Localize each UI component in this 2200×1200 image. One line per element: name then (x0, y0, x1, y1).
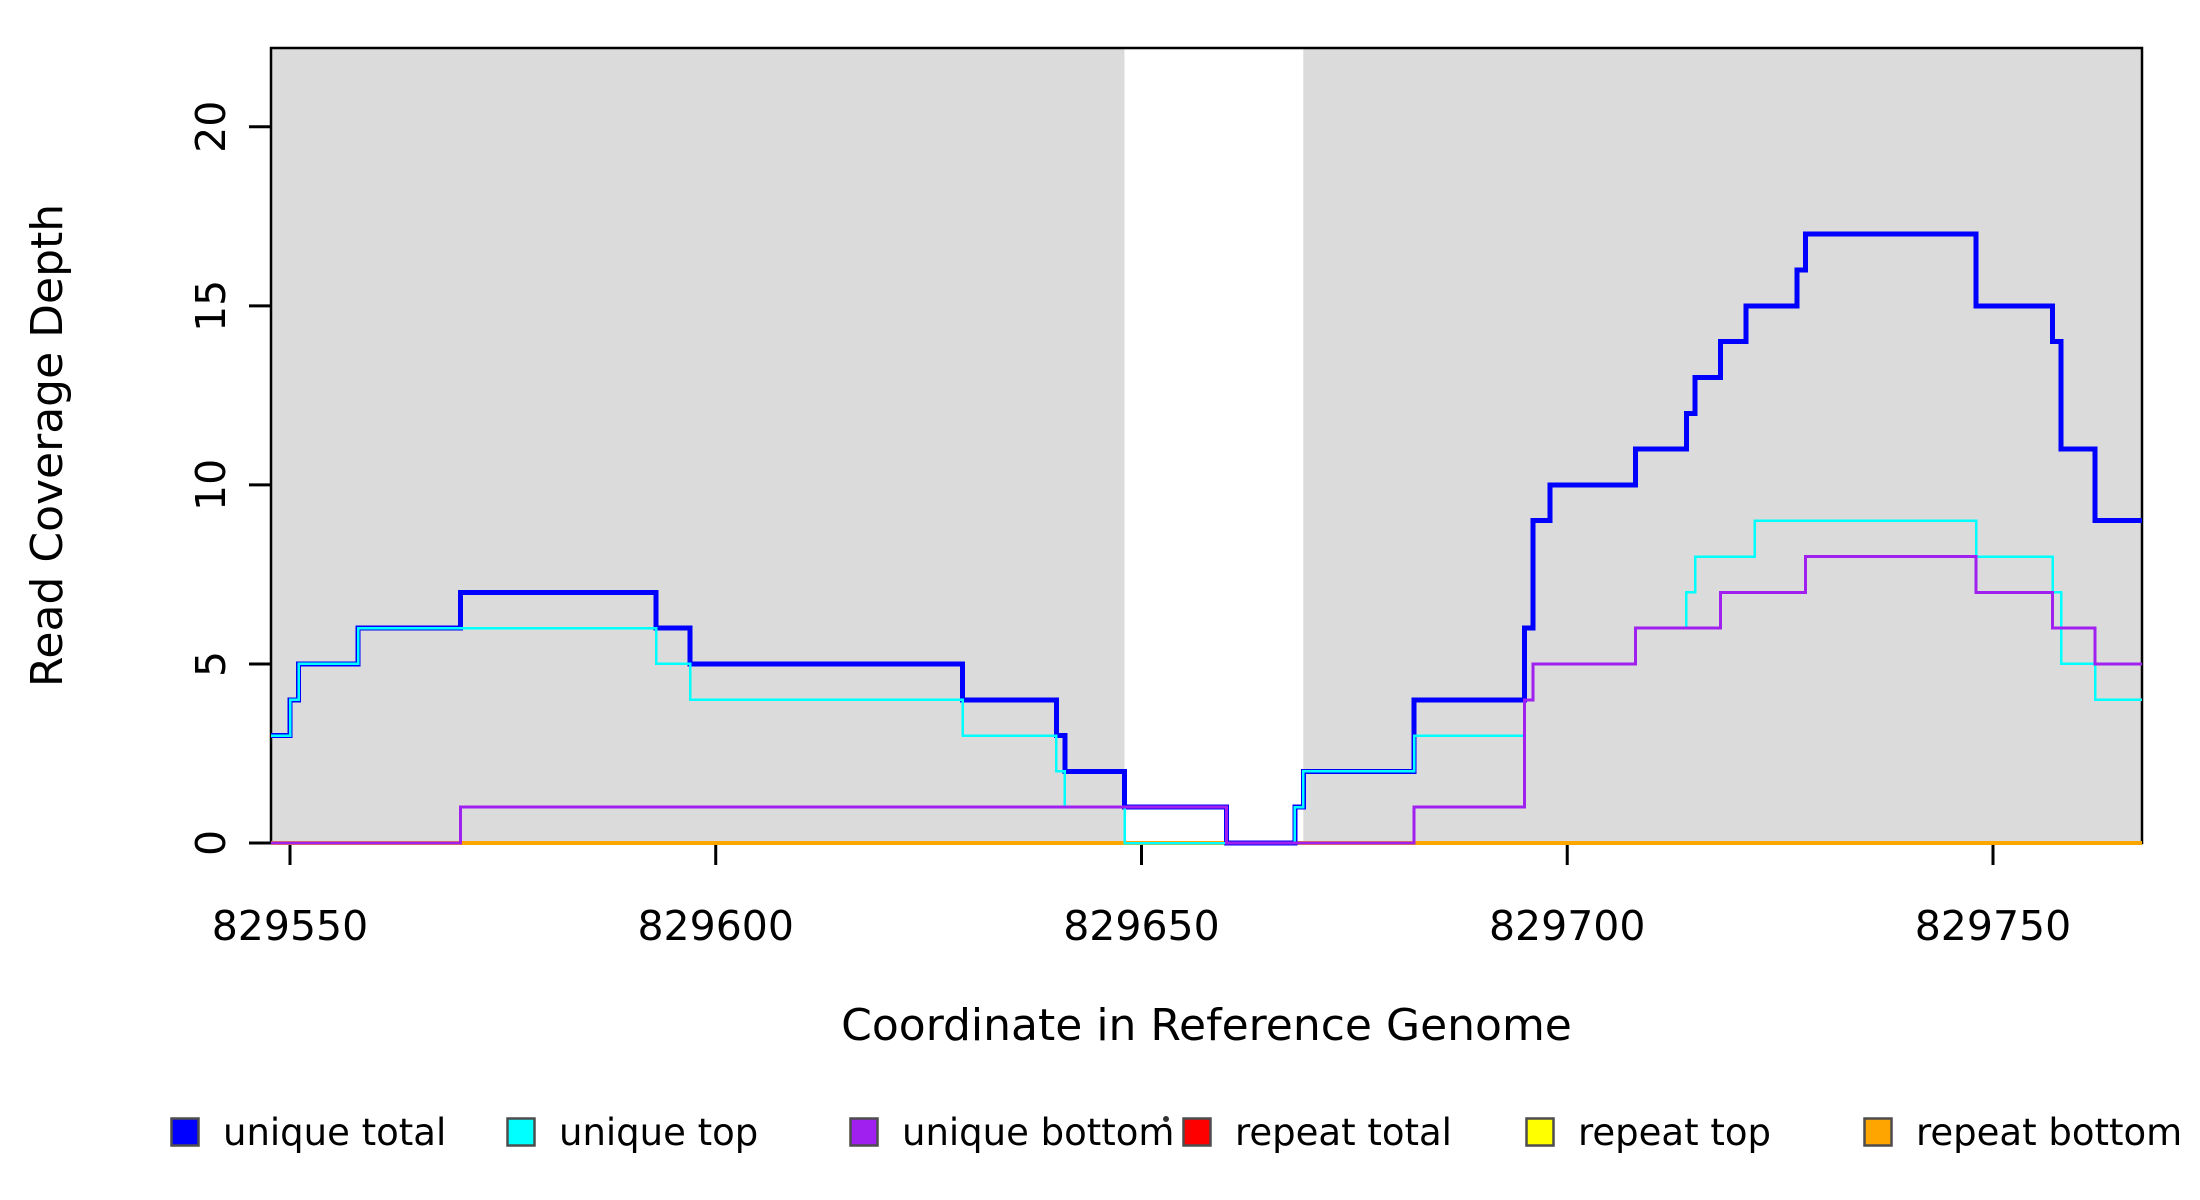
y-tick-label: 10 (187, 459, 235, 511)
legend-item-unique-total: unique total (170, 1111, 446, 1154)
shaded-left-region (271, 48, 1125, 843)
legend-label: unique total (223, 1111, 446, 1154)
y-tick-label: 20 (187, 101, 235, 153)
series-unique-bottom (271, 555, 2142, 845)
legend-label: unique top (559, 1111, 758, 1154)
series-unique-total (271, 231, 2142, 846)
legend-item-repeat-top: repeat top (1525, 1111, 1771, 1154)
series-unique-top (271, 519, 2142, 845)
y-tick-label: 0 (187, 830, 235, 856)
legend-swatch-icon (1182, 1117, 1212, 1147)
legend-item-unique-top: unique top (506, 1111, 758, 1154)
legend-label: unique bottom (902, 1111, 1174, 1154)
x-axis-title: Coordinate in Reference Genome (841, 1000, 1572, 1051)
x-tick-label: 829550 (212, 902, 369, 950)
legend-item-unique-bottom: unique bottom (849, 1111, 1174, 1154)
x-tick-label: 829700 (1489, 902, 1646, 950)
legend-swatch-icon (849, 1117, 879, 1147)
x-tick-label: 829600 (637, 902, 794, 950)
legend-swatch-icon (506, 1117, 536, 1147)
x-tick-label: 829650 (1063, 902, 1220, 950)
legend-label: repeat total (1235, 1111, 1452, 1154)
legend-label: repeat top (1578, 1111, 1771, 1154)
legend-item-repeat-bottom: repeat bottom (1863, 1111, 2182, 1154)
legend-item-repeat-total: repeat total (1182, 1111, 1452, 1154)
legend-swatch-icon (170, 1117, 200, 1147)
y-tick-label: 15 (187, 280, 235, 332)
y-tick-label: 5 (187, 651, 235, 677)
legend-swatch-icon (1863, 1117, 1893, 1147)
y-axis-title: Read Coverage Depth (22, 204, 73, 687)
shaded-right-region (1303, 48, 2142, 843)
stray-dot (1163, 1116, 1169, 1122)
x-tick-label: 829750 (1915, 902, 2072, 950)
legend-label: repeat bottom (1916, 1111, 2182, 1154)
legend-swatch-icon (1525, 1117, 1555, 1147)
